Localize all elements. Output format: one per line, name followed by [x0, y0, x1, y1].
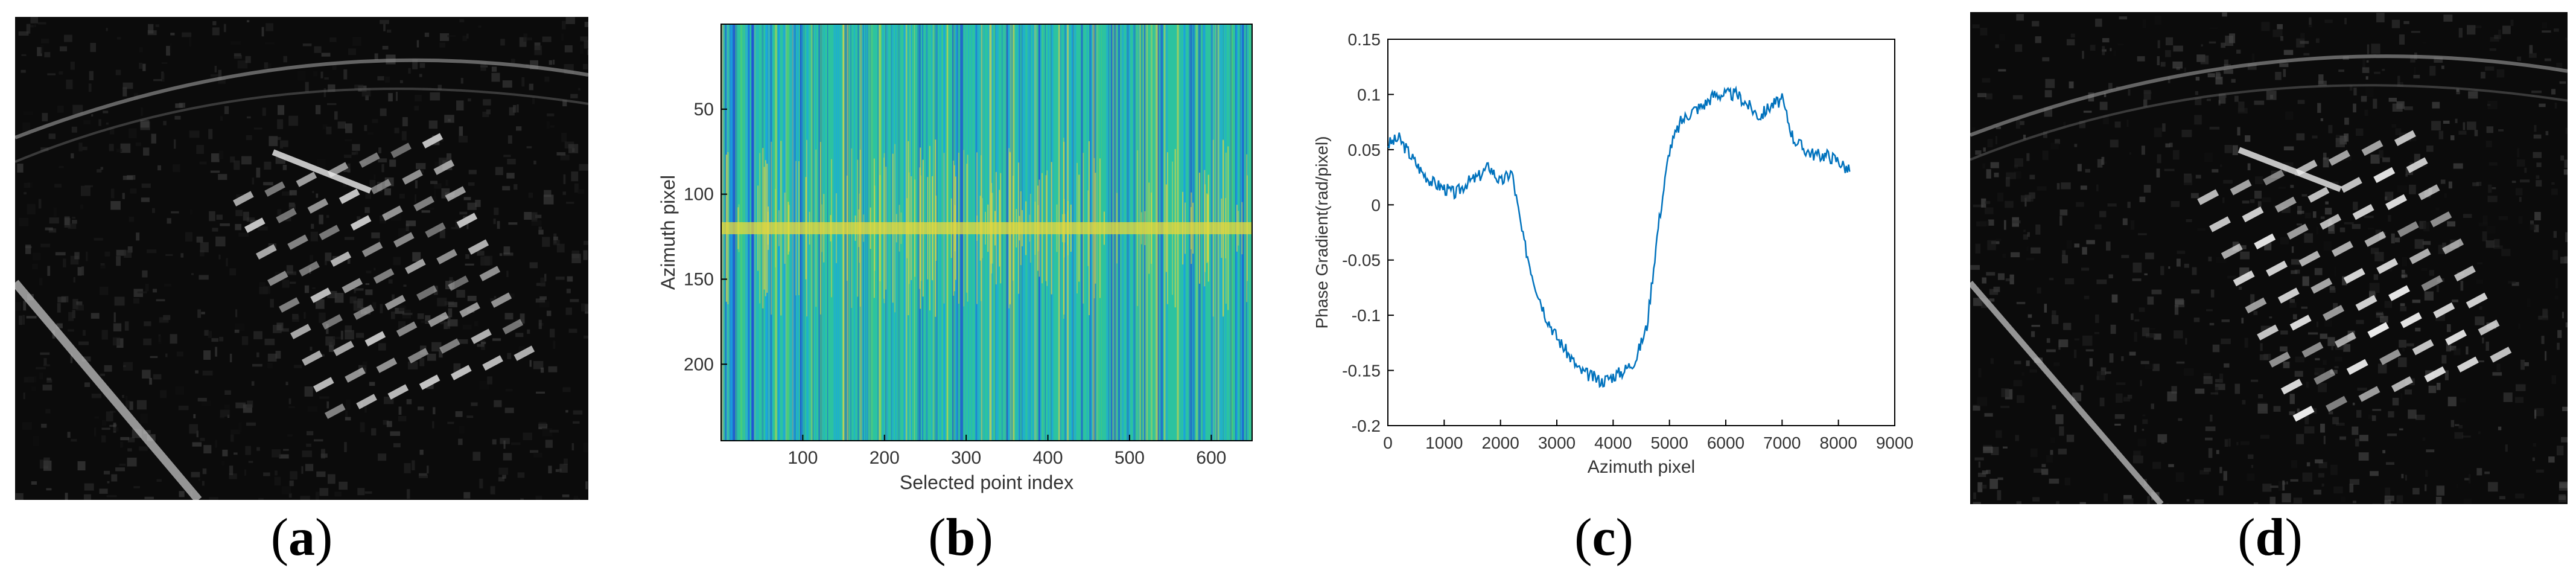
- heatmap-ytick-label: 50: [694, 100, 714, 120]
- phase-gradient-line: [1387, 85, 1851, 388]
- line-ytick-label: -0.05: [1342, 251, 1381, 270]
- line-xtick-label: 9000: [1876, 433, 1913, 452]
- heatmap-ytick-label: 200: [684, 354, 714, 374]
- line-xtick-label: 3000: [1538, 433, 1576, 452]
- line-xtick-label: 1000: [1425, 433, 1463, 452]
- line-xtick-label: 5000: [1651, 433, 1688, 452]
- heatmap-xtick-label: 500: [1115, 448, 1145, 468]
- heatmap-xtick-label: 400: [1033, 448, 1063, 468]
- line-xtick-label: 2000: [1482, 433, 1519, 452]
- panel-b: 100 200 300 400 500 600 50 100 150 200 Selected po…: [652, 12, 1267, 507]
- caption-a: (a): [270, 508, 333, 567]
- line-ytick-label: -0.15: [1342, 362, 1381, 380]
- plot-area: [1387, 39, 1895, 426]
- line-ytick-label: 0.05: [1348, 141, 1381, 159]
- heatmap-xtick-label: 600: [1196, 448, 1226, 468]
- caption-c: (c): [1574, 508, 1633, 567]
- line-xtick-label: 8000: [1820, 433, 1857, 452]
- caption-d: (d): [2237, 508, 2303, 567]
- sar-image-after: [1968, 12, 2575, 514]
- heatmap-ylabel: Azimuth pixel: [657, 175, 679, 290]
- line-xtick-label: 0: [1383, 433, 1393, 452]
- line-ytick-label: -0.2: [1352, 417, 1381, 435]
- line-ytick-label: 0: [1371, 196, 1381, 214]
- heatmap-ytick-label: 100: [684, 185, 714, 205]
- heatmap-xtick-label: 100: [787, 448, 818, 468]
- panel-a: [11, 17, 596, 508]
- panel-d: [1968, 12, 2575, 514]
- sar-image-before: [11, 17, 596, 508]
- line-xtick-label: 6000: [1707, 433, 1744, 452]
- line-ylabel: Phase Gradient(rad/pixel): [1312, 136, 1331, 328]
- line-chart: 0 1000 2000 3000 4000 5000 6000 7000 8000 9000 -0.…: [1312, 30, 1913, 477]
- line-xlabel: Azimuth pixel: [1588, 457, 1695, 477]
- heatmap-xtick-label: 300: [951, 448, 981, 468]
- caption-b: (b): [928, 508, 993, 567]
- line-ytick-label: 0.15: [1348, 30, 1381, 49]
- line-ytick-label: 0.1: [1357, 85, 1381, 104]
- heatmap-ytick-label: 150: [684, 269, 714, 289]
- line-ytick-label: -0.1: [1352, 306, 1381, 325]
- line-xtick-label: 7000: [1763, 433, 1801, 452]
- line-xtick-label: 4000: [1594, 433, 1632, 452]
- heatmap-xtick-label: 200: [870, 448, 900, 468]
- panel-c: 0 1000 2000 3000 4000 5000 6000 7000 8000 9000 -0.…: [1309, 24, 1913, 495]
- heatmap-xlabel: Selected point index: [900, 472, 1073, 493]
